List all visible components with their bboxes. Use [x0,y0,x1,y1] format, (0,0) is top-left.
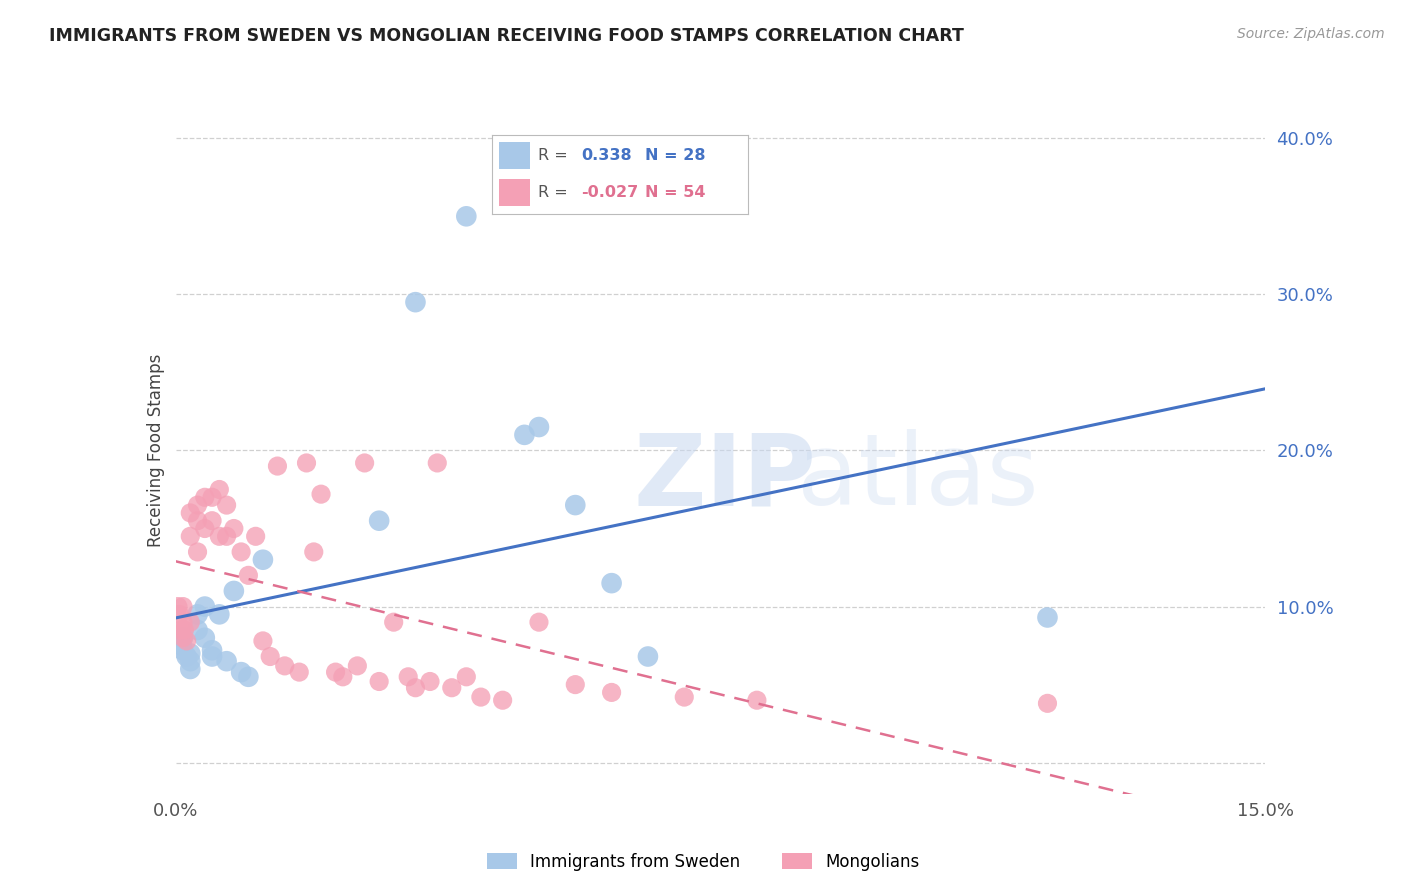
Point [564,678,586,692]
Point [172,615,194,630]
Point [215,654,238,668]
Point [600,576,623,591]
Point [346,658,368,673]
Point [167,599,190,614]
Text: atlas: atlas [797,429,1039,526]
Point [179,529,201,543]
Point [179,654,201,668]
Text: Source: ZipAtlas.com: Source: ZipAtlas.com [1237,27,1385,41]
Point [170,639,193,653]
Point [456,670,478,684]
Point [215,529,238,543]
Point [201,490,224,504]
Text: 0.338: 0.338 [581,148,633,163]
Point [179,506,201,520]
Point [231,665,253,680]
Y-axis label: Receiving Food Stamps: Receiving Food Stamps [146,354,165,547]
Point [238,568,260,582]
Text: ZIP: ZIP [633,429,817,526]
Point [179,615,201,630]
Point [673,690,696,705]
Point [266,458,288,473]
Point [231,545,253,559]
Point [173,623,195,637]
Point [186,607,209,622]
Point [513,427,536,442]
Point [368,674,391,689]
Point [169,607,191,622]
Point [208,529,231,543]
Point [1036,696,1059,710]
Point [527,420,550,434]
Point [252,633,274,648]
Point [208,607,231,622]
Point [201,649,224,664]
Point [215,498,238,512]
Point [201,643,224,657]
Text: -0.027: -0.027 [581,185,638,200]
Point [1036,610,1059,624]
Point [353,456,375,470]
Point [176,649,198,664]
Point [440,681,463,695]
Point [564,498,586,512]
Point [238,670,260,684]
Point [208,483,231,497]
Point [745,693,768,707]
Point [470,690,492,705]
Point [332,670,354,684]
Bar [499,178,530,205]
Point [179,662,201,676]
Point [288,665,311,680]
Text: IMMIGRANTS FROM SWEDEN VS MONGOLIAN RECEIVING FOOD STAMPS CORRELATION CHART: IMMIGRANTS FROM SWEDEN VS MONGOLIAN RECE… [49,27,965,45]
Point [368,514,391,528]
Bar [499,143,530,169]
Point [456,209,478,223]
Point [176,633,198,648]
Point [194,521,217,535]
Point [405,681,427,695]
Point [172,599,194,614]
Point [194,631,217,645]
Text: R =: R = [538,185,568,200]
Point [396,670,419,684]
Point [172,631,194,645]
Point [245,529,267,543]
Point [527,615,550,630]
Point [295,456,318,470]
Point [222,583,245,598]
Point [222,521,245,535]
Point [405,295,427,310]
Point [179,646,201,660]
Point [186,514,209,528]
Text: R =: R = [538,148,568,163]
Text: N = 54: N = 54 [645,185,706,200]
Point [194,599,217,614]
Point [274,658,297,673]
Point [309,487,332,501]
Text: N = 28: N = 28 [645,148,706,163]
Point [201,514,224,528]
Point [186,498,209,512]
Point [382,615,405,630]
Point [186,623,209,637]
Point [194,490,217,504]
Point [600,685,623,699]
Point [252,552,274,567]
Point [259,649,281,664]
Legend: Immigrants from Sweden, Mongolians: Immigrants from Sweden, Mongolians [478,845,928,880]
Point [492,693,515,707]
Point [172,643,194,657]
Point [172,631,194,645]
Point [170,623,193,637]
Point [637,649,659,664]
Point [419,674,441,689]
Point [426,456,449,470]
Point [325,665,347,680]
Point [302,545,325,559]
Point [186,545,209,559]
